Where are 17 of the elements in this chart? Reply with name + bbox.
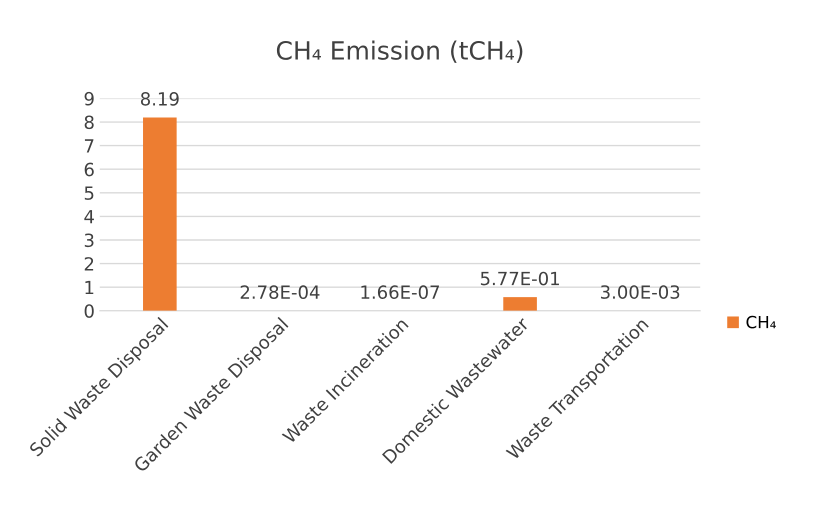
y-tick-label: 8	[84, 115, 94, 130]
y-tick-label: 7	[84, 139, 94, 152]
legend-label: CH₄	[746, 316, 776, 328]
y-tick-label: 0	[84, 304, 94, 318]
data-label: 8.19	[140, 92, 179, 106]
y-tick-label: 4	[84, 210, 94, 224]
data-label: 2.78E-04	[240, 285, 320, 299]
y-tick-label: 6	[84, 162, 94, 176]
y-tick-label: 9	[84, 92, 94, 106]
data-label: 1.66E-07	[361, 285, 440, 299]
y-tick-label: 5	[84, 186, 94, 200]
y-tick-label: 2	[84, 257, 94, 270]
data-label: 3.00E-03	[600, 285, 680, 299]
data-label: 5.77E-01	[480, 272, 559, 286]
y-tick-label: 1	[85, 280, 94, 294]
y-tick-label: 3	[84, 233, 94, 248]
chart-title: CH₄ Emission (tCH₄)	[276, 40, 522, 63]
